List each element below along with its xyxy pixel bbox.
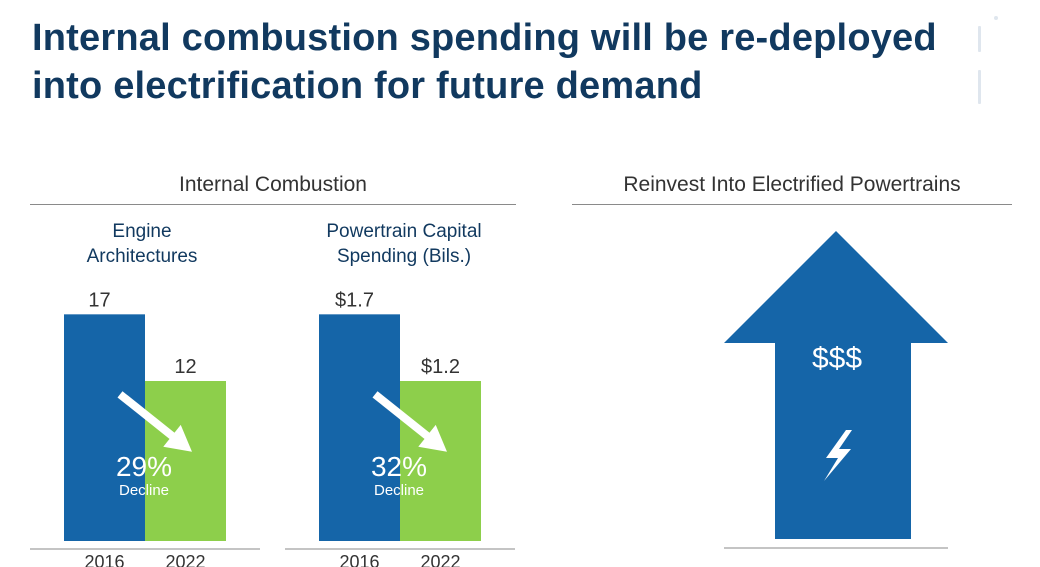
data-label: $1.7 (335, 289, 374, 311)
section-heading-internal-combustion: Internal Combustion (179, 173, 367, 196)
data-label: $1.2 (421, 356, 460, 378)
chart-title-engine-architectures: Engine Architectures (86, 221, 198, 267)
bar-2022 (145, 381, 226, 541)
bar-2016 (64, 314, 145, 541)
bar-2016 (319, 314, 400, 541)
section-divider (572, 204, 1012, 205)
lightning-bolt-icon (824, 430, 852, 481)
reinvest-arrow: $$$ (724, 231, 948, 549)
decline-arrow-shaft (117, 391, 179, 443)
decline-percent: 29% (116, 451, 172, 482)
x-tick-label: 2022 (165, 552, 205, 567)
chart-engine-architectures: 17 2016 12 2022 29%Decline (30, 289, 260, 567)
decline-label: Decline (374, 482, 424, 499)
chart-title-powertrain-capital: Powertrain Capital Spending (Bils.) (326, 221, 482, 267)
brand-logo-icon (978, 16, 998, 104)
data-label: 17 (88, 289, 110, 311)
page-title: Internal combustion spending will be re-… (32, 17, 937, 107)
data-label: 12 (174, 356, 196, 378)
x-tick-label: 2016 (339, 552, 379, 567)
chart-powertrain-capital: $1.7 2016 $1.2 2022 32%Decline (285, 289, 515, 567)
decline-percent: 32% (371, 451, 427, 482)
section-divider (30, 204, 516, 205)
up-arrow-shape (724, 231, 948, 539)
x-tick-label: 2016 (84, 552, 124, 567)
bar-2022 (400, 381, 481, 541)
section-heading-reinvest: Reinvest Into Electrified Powertrains (623, 173, 961, 196)
x-tick-label: 2022 (420, 552, 460, 567)
decline-arrow-shaft (372, 391, 434, 443)
decline-arrow-icon (163, 424, 192, 452)
decline-arrow-icon (418, 424, 447, 452)
reinvest-money-label: $$$ (812, 342, 862, 375)
decline-label: Decline (119, 482, 169, 499)
